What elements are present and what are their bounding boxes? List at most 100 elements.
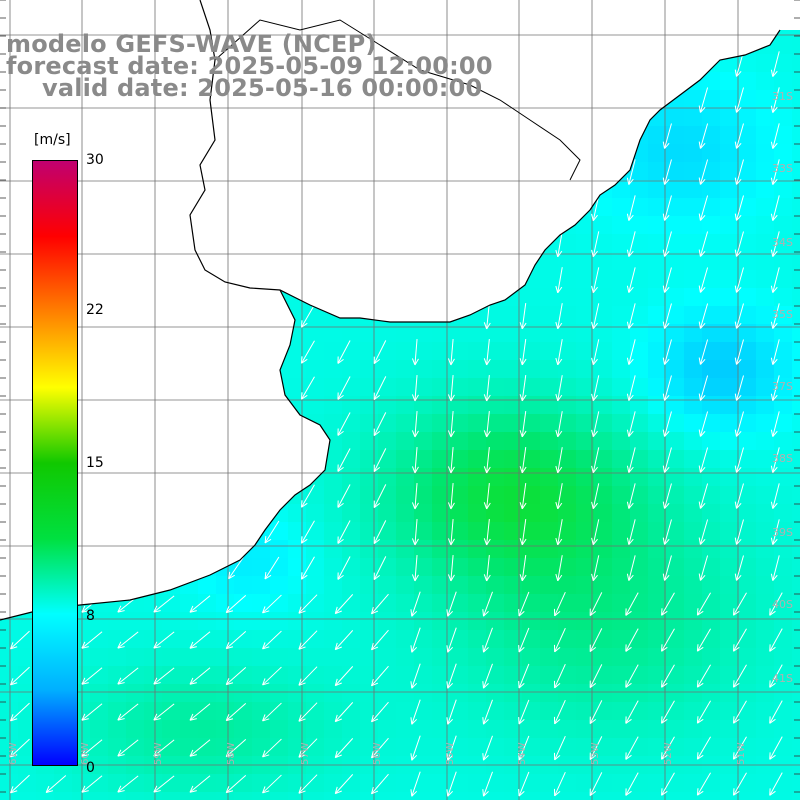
field-cell [702, 468, 721, 487]
wind-arrow [262, 666, 282, 686]
wind-arrow [482, 735, 493, 761]
field-cell [234, 558, 253, 577]
field-cell [180, 738, 199, 757]
field-cell [468, 342, 487, 361]
wind-arrow [698, 411, 709, 437]
field-cell [558, 360, 577, 379]
field-cell [576, 774, 595, 793]
field-cell [234, 702, 253, 721]
wind-arrow [334, 738, 354, 759]
field-cell [702, 360, 721, 379]
field-cell [522, 504, 541, 523]
field-cell [414, 450, 433, 469]
wind-arrow [662, 195, 672, 221]
field-cell [720, 144, 739, 163]
field-cell [792, 324, 800, 343]
field-cell [342, 324, 361, 343]
field-cell [414, 648, 433, 667]
field-cell [72, 774, 91, 793]
wind-arrow [769, 592, 783, 616]
field-cell [756, 504, 775, 523]
field-cell [540, 720, 559, 739]
wind-arrow [10, 774, 30, 794]
field-cell [540, 792, 559, 800]
field-cell [630, 576, 649, 595]
field-cell [648, 720, 667, 739]
field-cell [18, 774, 37, 793]
field-cell [666, 342, 685, 361]
field-cell [648, 306, 667, 325]
field-cell [108, 720, 127, 739]
field-cell [126, 630, 145, 649]
field-cell [468, 612, 487, 631]
field-cell [396, 684, 415, 703]
field-cell [18, 648, 37, 667]
field-cell [378, 594, 397, 613]
field-cell [450, 540, 469, 559]
field-cell [720, 504, 739, 523]
field-cell [306, 396, 325, 415]
field-cell [612, 522, 631, 541]
wind-arrow [769, 700, 783, 724]
field-cell [540, 342, 559, 361]
wind-arrow [770, 339, 780, 365]
field-cell [630, 198, 649, 217]
field-cell [684, 126, 703, 145]
field-cell [486, 738, 505, 757]
field-cell [684, 738, 703, 757]
field-cell [684, 522, 703, 541]
field-cell [504, 504, 523, 523]
field-cell [486, 486, 505, 505]
field-cell [360, 378, 379, 397]
field-cell [414, 486, 433, 505]
wind-arrow [298, 594, 318, 614]
wind-arrow [81, 739, 103, 757]
field-cell [774, 504, 793, 523]
field-cell [648, 324, 667, 343]
field-cell [756, 198, 775, 217]
wind-arrow [589, 700, 603, 725]
field-cell [648, 648, 667, 667]
field-cell [468, 774, 487, 793]
field-cell [774, 432, 793, 451]
field-cell [756, 468, 775, 487]
field-cell [792, 198, 800, 217]
field-cell [270, 666, 289, 685]
wind-arrow [371, 773, 389, 795]
field-cell [666, 486, 685, 505]
field-cell [126, 666, 145, 685]
field-cell [234, 792, 253, 800]
field-cell [504, 558, 523, 577]
field-cell [288, 648, 307, 667]
field-cell [270, 792, 289, 800]
field-cell [774, 108, 793, 127]
field-cell [324, 396, 343, 415]
wind-arrow [696, 664, 712, 688]
field-cell [792, 144, 800, 163]
field-cell [90, 774, 109, 793]
colorbar-unit: [m/s] [34, 132, 71, 148]
wind-arrow [519, 483, 527, 510]
field-cell [504, 774, 523, 793]
field-cell [720, 234, 739, 253]
field-cell [666, 108, 685, 127]
field-cell [324, 486, 343, 505]
wind-arrow [411, 483, 419, 510]
field-cell [666, 414, 685, 433]
field-cell [468, 594, 487, 613]
field-cell [756, 684, 775, 703]
field-cell [396, 720, 415, 739]
field-cell [216, 792, 235, 800]
field-cell [612, 648, 631, 667]
wind-arrow [591, 483, 600, 510]
field-cell [594, 270, 613, 289]
field-cell [648, 612, 667, 631]
wind-arrow [10, 666, 30, 686]
field-cell [324, 576, 343, 595]
wind-arrow [518, 663, 530, 689]
wind-arrow [117, 631, 139, 649]
field-cell [342, 540, 361, 559]
wind-arrow [45, 775, 67, 793]
field-cell [234, 630, 253, 649]
field-cell [594, 216, 613, 235]
